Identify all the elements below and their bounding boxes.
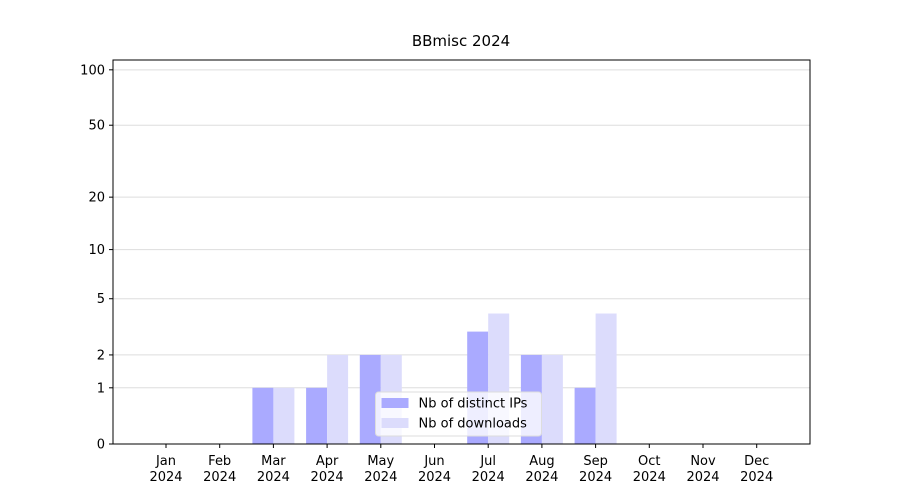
x-tick-label: Sep 2024 bbox=[579, 454, 612, 485]
x-tick-label: Oct 2024 bbox=[633, 454, 666, 485]
chart-title: BBmisc 2024 bbox=[412, 32, 510, 50]
y-tick-label: 0 bbox=[97, 438, 105, 453]
y-tick-label: 100 bbox=[80, 63, 105, 78]
bar bbox=[574, 387, 596, 444]
bar bbox=[327, 354, 349, 444]
bar bbox=[541, 354, 563, 444]
x-tick-label: Feb 2024 bbox=[203, 454, 236, 485]
y-tick-label: 2 bbox=[97, 348, 105, 363]
x-tick-label: Nov 2024 bbox=[686, 454, 719, 485]
legend-label: Nb of distinct IPs bbox=[419, 397, 528, 412]
bar bbox=[252, 387, 274, 444]
y-tick-label: 50 bbox=[88, 119, 105, 134]
y-tick-label: 5 bbox=[97, 292, 105, 307]
y-tick-label: 1 bbox=[97, 381, 105, 396]
legend-box bbox=[375, 391, 542, 437]
x-tick-label: Mar 2024 bbox=[257, 454, 290, 485]
x-tick-label: Jun 2024 bbox=[418, 454, 451, 485]
y-tick-label: 10 bbox=[88, 243, 105, 258]
legend-swatch bbox=[381, 398, 409, 408]
legend-label: Nb of downloads bbox=[419, 417, 528, 432]
bar bbox=[595, 313, 617, 444]
x-tick-label: Jan 2024 bbox=[149, 454, 182, 485]
x-tick-label: Apr 2024 bbox=[311, 454, 344, 485]
x-tick-label: May 2024 bbox=[364, 454, 397, 485]
x-tick-label: Aug 2024 bbox=[525, 454, 558, 485]
y-tick-label: 20 bbox=[88, 191, 105, 206]
bar bbox=[273, 387, 295, 444]
bar bbox=[306, 387, 328, 444]
x-tick-label: Dec 2024 bbox=[740, 454, 773, 485]
legend-swatch bbox=[381, 418, 409, 428]
legend: Nb of distinct IPs Nb of downloads bbox=[375, 391, 542, 437]
plot-frame bbox=[112, 59, 811, 445]
x-tick-label: Jul 2024 bbox=[472, 454, 505, 485]
